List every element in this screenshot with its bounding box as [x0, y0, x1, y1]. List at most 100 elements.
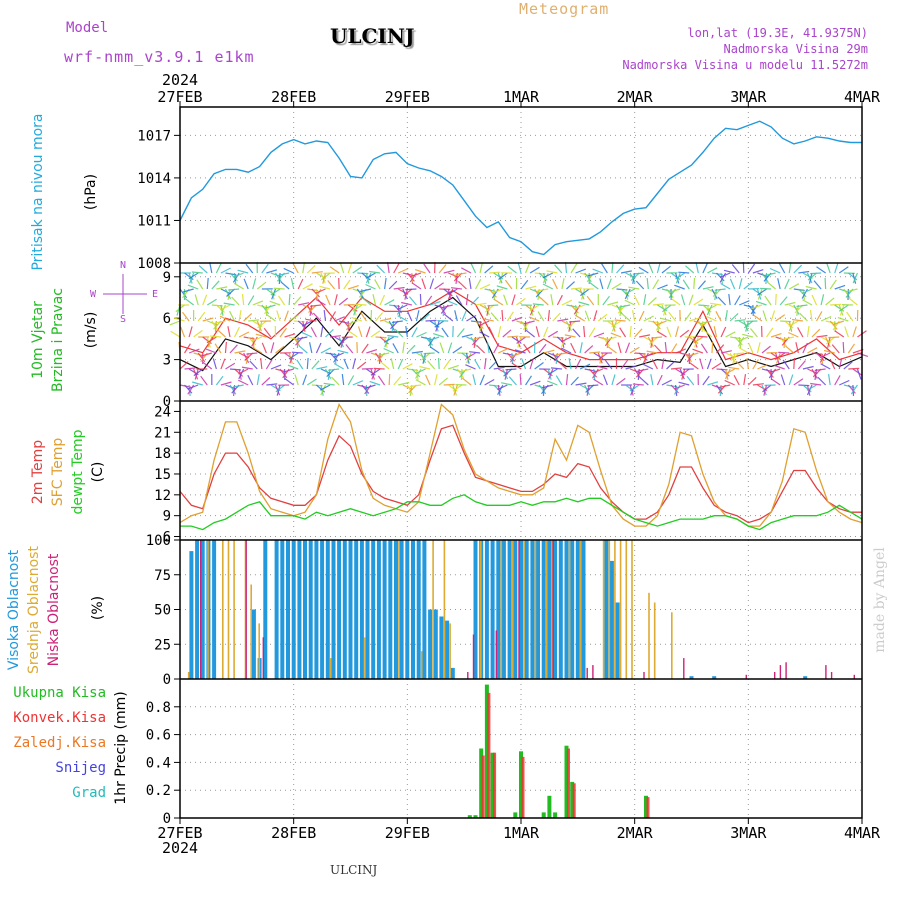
wind-barb — [229, 344, 238, 354]
wind-barb — [443, 383, 455, 386]
wind-barb — [454, 310, 458, 322]
wind-barb — [831, 344, 840, 354]
wind-barb — [529, 380, 541, 386]
wind-barb — [784, 278, 790, 290]
cloud-bar-1 — [523, 540, 525, 679]
wind-barb — [246, 352, 258, 355]
wind-barb — [234, 368, 244, 377]
wind-barb — [373, 367, 385, 370]
precip-bar-0 — [570, 781, 575, 818]
clouds-panel: 0 25 50 75 100 — [146, 533, 862, 688]
cloud-bar-0 — [428, 609, 433, 679]
wind-barb — [629, 384, 640, 392]
wind-barb — [843, 361, 853, 370]
wind-barb — [220, 381, 232, 386]
wind-barb — [469, 351, 481, 354]
wind-barb — [656, 320, 667, 326]
wind-barb — [734, 319, 746, 322]
wind-barb — [688, 294, 694, 306]
wind-barb — [529, 304, 536, 316]
cloud-bar-1 — [545, 540, 548, 679]
wind-barb — [320, 326, 324, 338]
wind-barb — [226, 288, 235, 297]
wind-barb — [848, 297, 858, 306]
wind-barb — [315, 288, 319, 300]
time-label-bottom: 2MAR — [617, 824, 654, 842]
wind-barb — [327, 280, 336, 290]
model-name: wrf-nmm_v3.9.1 e1km — [64, 48, 255, 66]
wind-barb — [702, 286, 714, 290]
wind-barb — [351, 316, 363, 322]
wind-barb — [461, 267, 472, 274]
precip-bar-0 — [553, 812, 558, 818]
wind-barb — [366, 349, 378, 354]
wind-barb — [296, 359, 304, 370]
wind-barb — [798, 270, 810, 274]
wind-barb — [347, 330, 358, 338]
wind-barb — [439, 342, 445, 354]
wind-barb — [529, 304, 540, 312]
wind-barb — [747, 304, 756, 314]
wind-barb — [179, 288, 188, 299]
cloud-bar-0 — [314, 540, 319, 679]
wind-barb — [611, 374, 616, 386]
wind-barb — [329, 311, 337, 322]
wind-barb — [706, 315, 717, 322]
wind-barb — [637, 368, 649, 372]
wind-barb — [788, 331, 799, 338]
cloud-bar-0 — [411, 540, 415, 679]
wind-barb — [660, 317, 672, 322]
wind-barb — [634, 368, 642, 379]
wind-barb — [441, 327, 449, 338]
wind-barb — [692, 348, 704, 354]
wind-barb — [715, 311, 722, 322]
wind-barb — [302, 262, 306, 274]
cloud-bar-2 — [262, 637, 264, 679]
wind-barb — [441, 304, 453, 309]
wind-barb — [777, 278, 781, 290]
wind-barb — [743, 374, 747, 386]
wind-barb — [587, 384, 599, 387]
wind-barb — [697, 280, 706, 290]
wind-barb — [561, 299, 573, 306]
wind-barb — [592, 268, 604, 274]
wind-barb — [585, 384, 595, 393]
cloud-bar-0 — [604, 540, 609, 679]
wind-barb — [669, 288, 681, 293]
wind-barb — [402, 363, 413, 370]
wind-barb — [850, 384, 858, 395]
wind-barb — [720, 272, 723, 284]
wind-barb — [796, 304, 808, 308]
wind-barb — [356, 288, 364, 299]
wind-barb — [329, 335, 342, 338]
pressure-panel: 1008 1011 1014 1017 — [137, 107, 862, 272]
wind-barb — [635, 280, 645, 290]
pressure-ytick-label: 1017 — [137, 128, 171, 144]
wind-barb — [228, 288, 240, 291]
wind-barb — [425, 319, 437, 322]
wind-barb — [410, 384, 422, 388]
cloud-bar-0 — [558, 540, 563, 679]
wind-barb — [289, 352, 295, 364]
wind-barb — [629, 272, 636, 284]
wind-barb — [306, 378, 317, 386]
wind-barb — [693, 298, 704, 306]
wind-barb — [292, 263, 299, 274]
pressure-ytick-label: 1011 — [137, 213, 171, 229]
wind-barb — [188, 348, 200, 354]
wind-barb — [517, 262, 522, 274]
wind-barb — [266, 269, 278, 274]
wind-barb — [616, 264, 625, 274]
wind-barb — [500, 382, 513, 386]
cloud-bar-0 — [581, 540, 586, 679]
wind-barb — [384, 336, 390, 348]
cloud-bar-1 — [364, 637, 366, 679]
wind-barb — [574, 304, 585, 310]
wind-barb — [778, 263, 786, 274]
wind-barb — [833, 320, 845, 326]
wind-barb — [238, 379, 249, 386]
wind-barb — [447, 288, 452, 300]
wind-barb — [793, 357, 795, 370]
wind-barb — [538, 343, 547, 354]
cloud-bar-0 — [297, 540, 302, 679]
